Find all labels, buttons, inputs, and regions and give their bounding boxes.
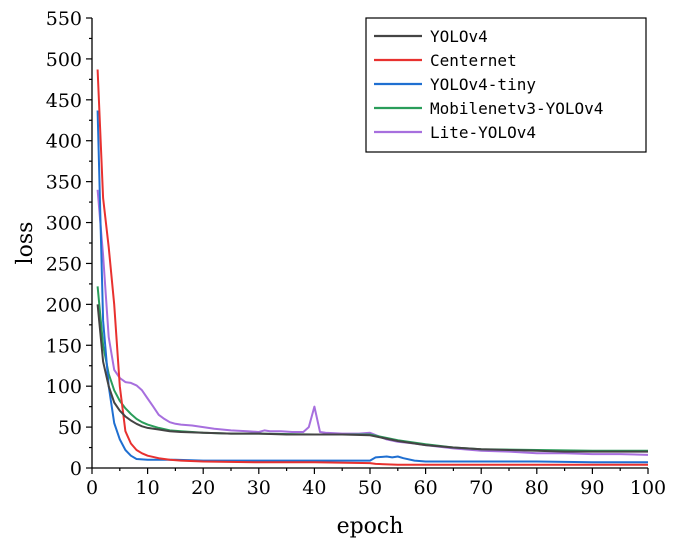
y-tick-label: 350 — [46, 172, 82, 194]
y-axis-title: loss — [13, 222, 38, 265]
x-tick-label: 50 — [358, 477, 382, 499]
y-tick-label: 400 — [46, 131, 82, 153]
legend-label: Mobilenetv3-YOLOv4 — [430, 99, 603, 118]
x-tick-label: 30 — [247, 477, 271, 499]
series-line-yolov4-tiny — [96, 110, 648, 464]
y-tick-label: 250 — [46, 253, 82, 275]
series-line-mobilenetv3-yolov4 — [96, 286, 648, 452]
y-tick-label: 300 — [46, 213, 82, 235]
legend-label: Lite-YOLOv4 — [430, 123, 536, 142]
x-axis-title: epoch — [337, 514, 404, 539]
y-tick-label: 200 — [46, 294, 82, 316]
legend-label: YOLOv4-tiny — [430, 75, 536, 94]
x-tick-label: 90 — [580, 477, 604, 499]
x-tick-label: 80 — [525, 477, 549, 499]
series-line-lite-yolov4 — [96, 189, 649, 456]
y-tick-label: 100 — [46, 376, 82, 398]
y-tick-label: 50 — [58, 417, 82, 439]
y-tick-label: 550 — [46, 8, 82, 30]
series-line-centernet — [96, 69, 648, 466]
x-tick-label: 0 — [86, 477, 98, 499]
x-tick-label: 70 — [469, 477, 493, 499]
y-tick-label: 450 — [46, 90, 82, 112]
y-ticks: 0 50 100 150 200 250 300 350 400 450 500 550 — [46, 8, 92, 480]
plot-lines — [96, 69, 649, 466]
x-tick-label: 60 — [414, 477, 438, 499]
y-tick-label: 0 — [70, 458, 82, 480]
series-line-yolov4 — [96, 304, 648, 453]
x-tick-label: 20 — [191, 477, 215, 499]
legend-label: YOLOv4 — [430, 27, 488, 46]
x-ticks: 0 10 20 30 40 50 60 70 80 90 100 — [86, 468, 666, 499]
y-tick-label: 150 — [46, 335, 82, 357]
x-tick-label: 10 — [136, 477, 160, 499]
legend-label: Centernet — [430, 51, 517, 70]
x-tick-label: 100 — [630, 477, 666, 499]
y-tick-label: 500 — [46, 49, 82, 71]
legend: YOLOv4 Centernet YOLOv4-tiny Mobilenetv3-YO… — [365, 17, 647, 153]
x-tick-label: 40 — [302, 477, 326, 499]
